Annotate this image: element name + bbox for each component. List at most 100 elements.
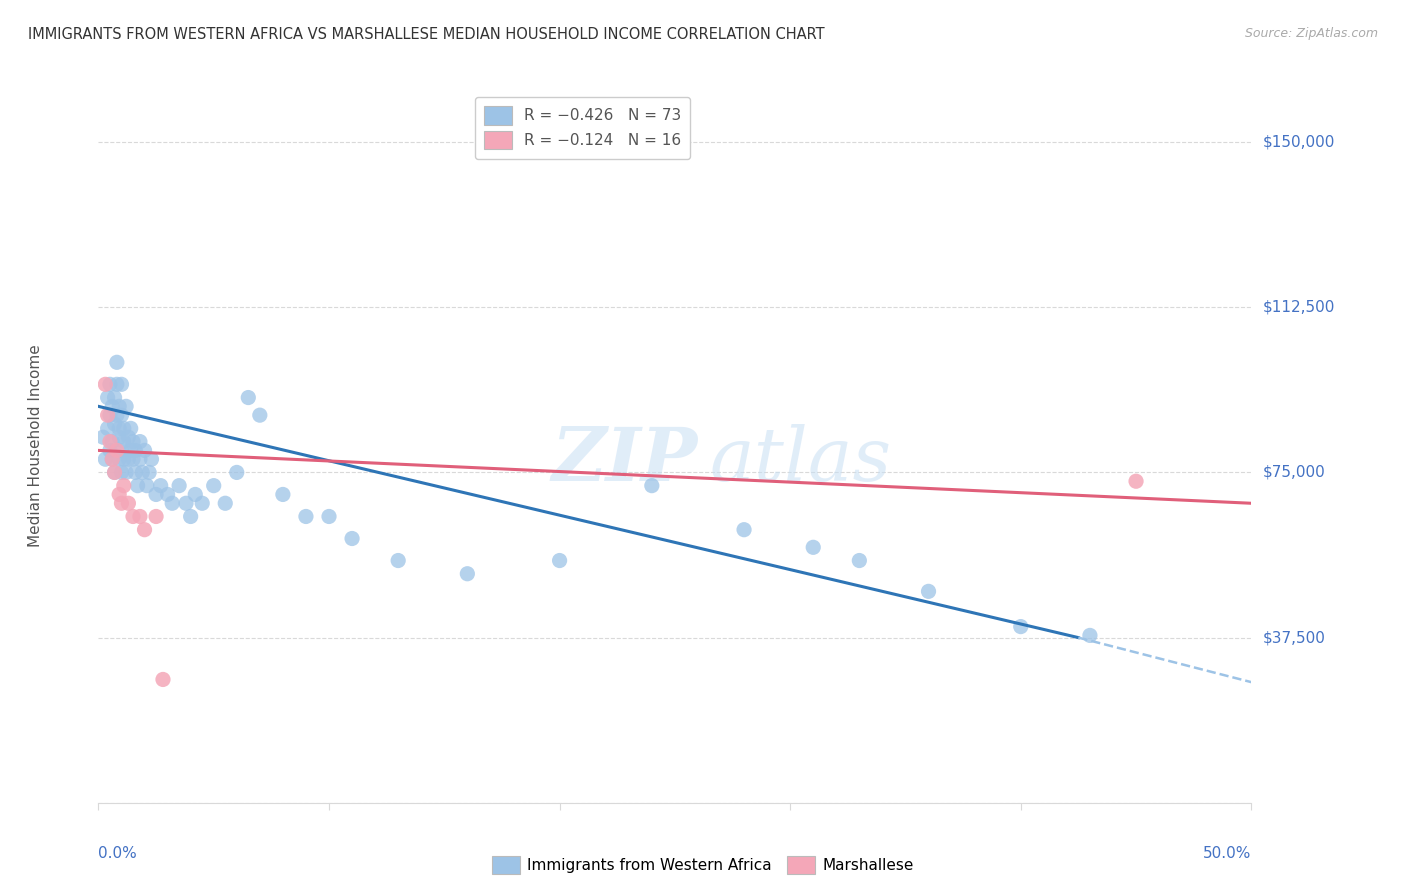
Point: [105, 355, 128, 369]
Point: [112, 434, 135, 449]
Point: [110, 496, 132, 510]
Point: [120, 421, 142, 435]
Point: [184, 487, 207, 501]
Point: [214, 496, 236, 510]
Point: [112, 452, 135, 467]
Point: [97, 421, 120, 435]
Point: [105, 408, 128, 422]
Point: [131, 466, 153, 480]
Point: [103, 417, 125, 431]
Point: [117, 430, 139, 444]
Point: [101, 434, 124, 449]
Point: [134, 523, 156, 537]
Point: [129, 509, 152, 524]
Point: [295, 509, 318, 524]
Point: [249, 408, 271, 422]
Point: [105, 443, 128, 458]
Point: [124, 443, 146, 458]
Point: [103, 466, 125, 480]
Point: [848, 553, 870, 567]
Point: [98, 434, 121, 449]
Legend: R = −0.426   N = 73, R = −0.124   N = 16: R = −0.426 N = 73, R = −0.124 N = 16: [475, 97, 690, 159]
Point: [108, 487, 131, 501]
Text: $150,000: $150,000: [1263, 135, 1334, 150]
Point: [105, 377, 128, 392]
Point: [271, 487, 294, 501]
Point: [138, 466, 160, 480]
Point: [149, 478, 172, 492]
Text: 0.0%: 0.0%: [98, 846, 138, 861]
Point: [110, 408, 132, 422]
Point: [101, 452, 124, 467]
Point: [97, 391, 120, 405]
Text: $112,500: $112,500: [1263, 300, 1334, 315]
Text: $75,000: $75,000: [1263, 465, 1326, 480]
Point: [120, 443, 142, 458]
Point: [141, 452, 163, 467]
Point: [91, 430, 114, 444]
Point: [122, 434, 145, 449]
Point: [101, 452, 124, 467]
Point: [124, 466, 146, 480]
Point: [103, 466, 125, 480]
Point: [202, 478, 225, 492]
Text: 50.0%: 50.0%: [1204, 846, 1251, 861]
Point: [94, 377, 117, 392]
Point: [145, 509, 167, 524]
Point: [110, 466, 132, 480]
Point: [122, 452, 145, 467]
Text: IMMIGRANTS FROM WESTERN AFRICA VS MARSHALLESE MEDIAN HOUSEHOLD INCOME CORRELATIO: IMMIGRANTS FROM WESTERN AFRICA VS MARSHA…: [28, 27, 825, 42]
Point: [108, 400, 131, 414]
Point: [917, 584, 939, 599]
Point: [318, 509, 340, 524]
Point: [1010, 619, 1032, 633]
Point: [110, 377, 132, 392]
Point: [801, 541, 824, 555]
Point: [134, 443, 156, 458]
Point: [98, 443, 121, 458]
Point: [191, 496, 214, 510]
Text: $37,500: $37,500: [1263, 630, 1326, 645]
Point: [1078, 628, 1101, 642]
Point: [115, 400, 138, 414]
Point: [180, 509, 202, 524]
Point: [129, 452, 152, 467]
Point: [103, 391, 125, 405]
Point: [456, 566, 478, 581]
Point: [98, 377, 121, 392]
Text: Median Household Income: Median Household Income: [28, 344, 42, 548]
Point: [112, 478, 135, 492]
Point: [127, 478, 149, 492]
Point: [108, 421, 131, 435]
Point: [117, 496, 139, 510]
Point: [112, 421, 135, 435]
Point: [115, 466, 138, 480]
Point: [174, 496, 197, 510]
Text: ZIP: ZIP: [551, 424, 697, 497]
Point: [101, 400, 124, 414]
Point: [108, 430, 131, 444]
Legend: Immigrants from Western Africa, Marshallese: Immigrants from Western Africa, Marshall…: [486, 850, 920, 880]
Point: [122, 509, 145, 524]
Point: [117, 452, 139, 467]
Point: [387, 553, 409, 567]
Point: [108, 452, 131, 467]
Point: [110, 443, 132, 458]
Point: [145, 487, 167, 501]
Point: [98, 408, 121, 422]
Point: [1125, 475, 1147, 489]
Text: Source: ZipAtlas.com: Source: ZipAtlas.com: [1244, 27, 1378, 40]
Point: [238, 391, 260, 405]
Point: [156, 487, 179, 501]
Point: [135, 478, 157, 492]
Point: [548, 553, 571, 567]
Point: [152, 673, 174, 687]
Point: [94, 452, 117, 467]
Text: atlas: atlas: [710, 424, 891, 497]
Point: [160, 496, 183, 510]
Point: [167, 478, 190, 492]
Point: [129, 434, 152, 449]
Point: [225, 466, 247, 480]
Point: [97, 408, 120, 422]
Point: [641, 478, 664, 492]
